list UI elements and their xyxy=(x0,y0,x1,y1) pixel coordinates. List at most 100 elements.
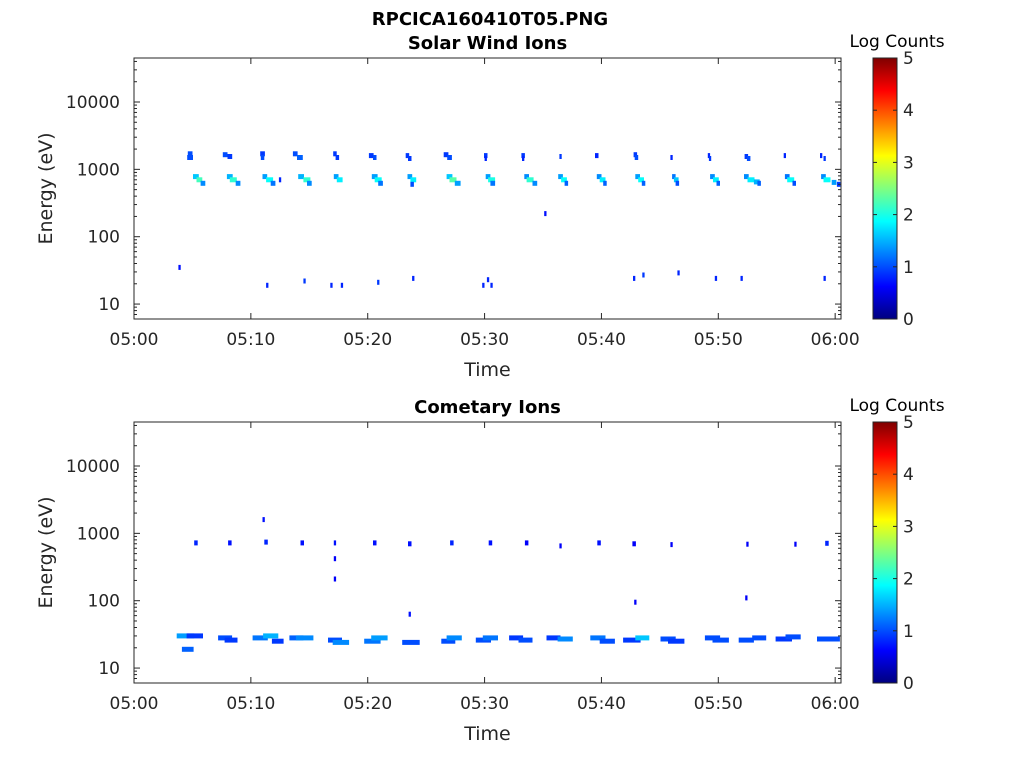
data-cell xyxy=(590,635,606,641)
data-cell xyxy=(564,180,569,186)
panel-1: Solar Wind Ions 05:00 05:10 05:20 05:30 05:40… xyxy=(35,32,945,381)
data-cell xyxy=(746,541,749,547)
data-cell xyxy=(307,180,312,186)
data-cell xyxy=(635,635,650,641)
data-cell xyxy=(599,177,606,183)
data-cell xyxy=(558,174,563,180)
data-cell xyxy=(330,282,333,288)
colorbar-title: Log Counts xyxy=(849,32,944,52)
data-cell xyxy=(787,177,795,183)
data-cell xyxy=(181,646,194,652)
data-cell xyxy=(447,155,452,160)
data-cell xyxy=(821,174,826,180)
y-tick-label: 10 xyxy=(98,295,120,315)
colorbar-tick-label: 0 xyxy=(903,310,914,330)
data-cell xyxy=(677,270,680,276)
data-cell xyxy=(374,177,382,183)
data-cell xyxy=(488,177,496,183)
data-cell xyxy=(486,277,490,283)
data-cell xyxy=(672,174,676,180)
data-cell xyxy=(266,177,274,183)
data-cell xyxy=(673,177,679,183)
data-cell xyxy=(340,282,344,288)
data-cell xyxy=(292,151,298,157)
data-cell xyxy=(193,174,199,180)
data-cell xyxy=(262,174,268,180)
data-cell xyxy=(745,595,748,601)
colorbar-tick-label: 2 xyxy=(903,206,914,226)
colorbar-tick-label: 5 xyxy=(903,413,914,433)
data-cell xyxy=(557,636,573,642)
data-cell xyxy=(485,174,491,180)
data-cell xyxy=(229,177,237,183)
data-cell xyxy=(785,634,801,640)
data-cell xyxy=(559,154,562,159)
data-cell xyxy=(332,639,350,645)
data-cell xyxy=(297,155,303,160)
data-cell xyxy=(333,540,337,546)
x-tick-label: 05:50 xyxy=(694,330,743,350)
data-cell xyxy=(532,180,538,186)
data-cell xyxy=(303,177,311,183)
y-tick-label: 10000 xyxy=(66,93,120,113)
data-cell xyxy=(226,174,233,180)
data-cell xyxy=(623,637,641,643)
data-cell xyxy=(371,174,378,180)
data-cell xyxy=(522,156,525,161)
x-tick-label: 05:00 xyxy=(110,330,159,350)
data-cell xyxy=(546,635,561,641)
data-cell xyxy=(443,152,449,158)
data-cell xyxy=(364,638,381,644)
data-cell xyxy=(405,153,410,159)
data-cell xyxy=(446,174,453,180)
data-cell xyxy=(252,635,268,641)
x-tick-label: 05:40 xyxy=(577,694,626,714)
data-cell xyxy=(641,180,646,186)
data-cell xyxy=(783,153,786,159)
x-tick-label: 05:00 xyxy=(110,694,159,714)
x-axis-label: Time xyxy=(463,723,511,745)
colorbar-tick-label: 5 xyxy=(903,49,914,69)
data-cell xyxy=(484,153,488,159)
data-cell xyxy=(784,174,790,180)
data-cell xyxy=(599,638,615,644)
data-cell xyxy=(373,155,377,160)
panel-title: Solar Wind Ions xyxy=(408,33,567,54)
data-cell xyxy=(410,177,417,183)
data-cell xyxy=(371,635,388,641)
y-tick-label: 100 xyxy=(88,228,120,248)
data-cell xyxy=(271,638,284,644)
colorbar xyxy=(872,421,898,684)
data-cell xyxy=(544,211,547,217)
data-cell xyxy=(186,633,203,639)
y-axis-label: Energy (eV) xyxy=(35,496,57,608)
panels: Solar Wind Ions 05:00 05:10 05:20 05:30 05:40… xyxy=(35,32,945,745)
data-cell xyxy=(518,637,533,643)
data-cell xyxy=(264,539,268,545)
data-cell xyxy=(738,637,754,643)
data-cell xyxy=(509,635,524,641)
x-tick-label: 05:20 xyxy=(343,694,392,714)
data-cell xyxy=(335,155,340,160)
data-cell xyxy=(713,177,719,183)
x-tick-label: 05:10 xyxy=(226,694,275,714)
data-cell xyxy=(825,540,829,546)
data-cell xyxy=(373,540,377,546)
data-cell xyxy=(378,180,383,186)
data-cell xyxy=(831,179,837,185)
colorbar-tick-label: 4 xyxy=(903,465,914,485)
data-cell xyxy=(224,637,238,643)
colorbar-tick-label: 3 xyxy=(903,517,914,537)
data-cell xyxy=(675,180,680,186)
data-cell xyxy=(744,174,749,180)
plot-area xyxy=(176,517,840,652)
data-cell xyxy=(333,151,337,157)
data-cell xyxy=(634,599,637,605)
data-cell xyxy=(670,542,673,548)
colorbar-tick-label: 2 xyxy=(903,570,914,590)
data-cell xyxy=(595,153,599,159)
data-cell xyxy=(820,153,823,159)
data-cell xyxy=(227,154,233,159)
